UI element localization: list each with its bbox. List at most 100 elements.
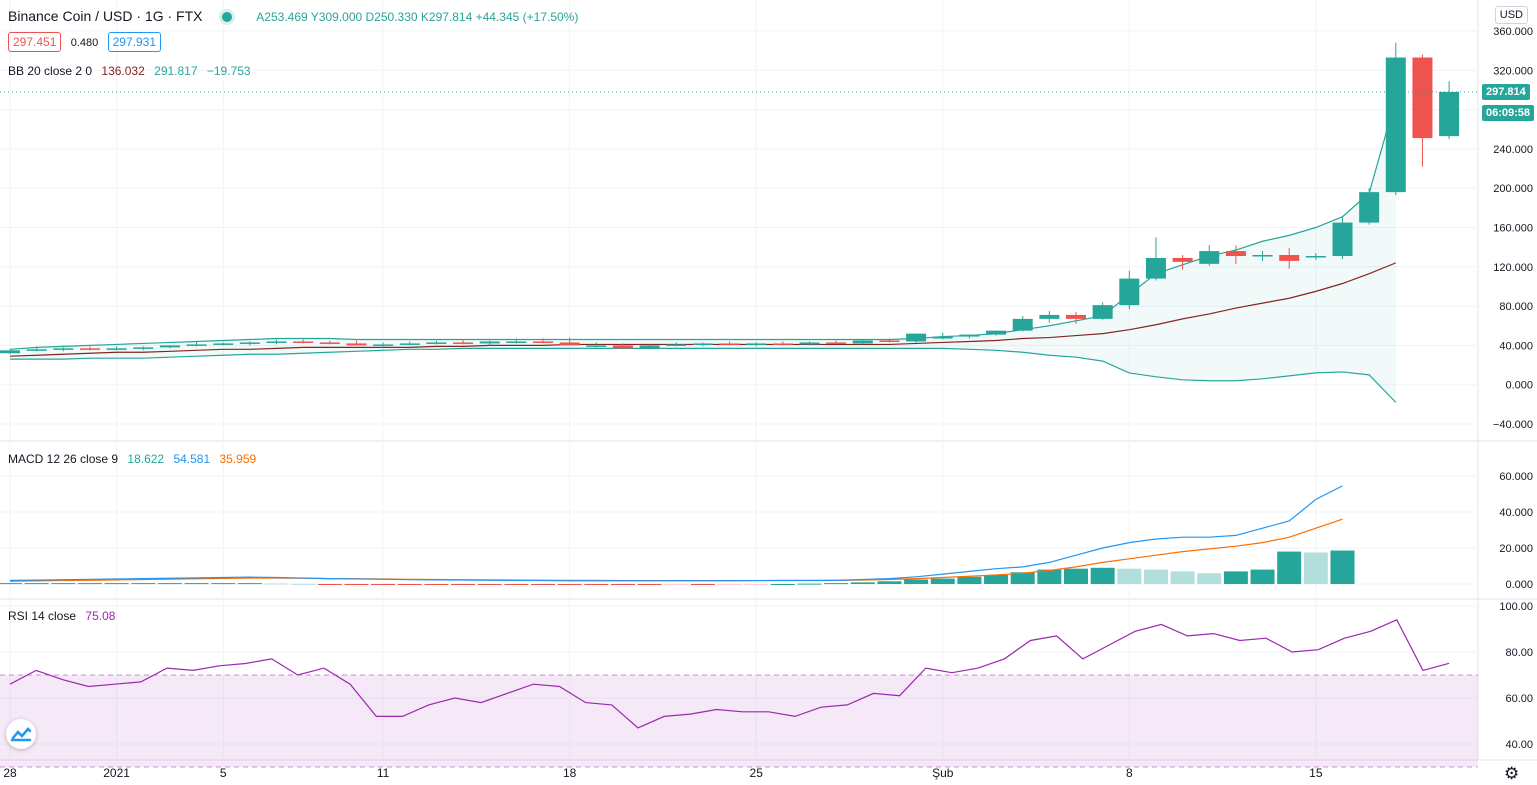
candle-body (1305, 255, 1326, 258)
price-tick-label: 360.000 (1493, 26, 1533, 38)
macd-histogram-bar (104, 583, 129, 585)
macd-histogram-bar (797, 583, 822, 585)
macd-histogram-bar (957, 576, 982, 584)
macd-histogram-bar (984, 575, 1009, 584)
macd-label: MACD 12 26 close 9 (8, 452, 119, 466)
bb-band-fill (10, 98, 1396, 403)
macd-hist-value: 18.622 (127, 452, 165, 466)
price-tick-label: 40.000 (1499, 340, 1533, 352)
candle-body (79, 348, 100, 350)
candle-body (53, 348, 74, 350)
macd-histogram-bar (291, 583, 316, 585)
macd-histogram-bar (264, 583, 289, 585)
macd-tick-label: 40.000 (1499, 507, 1533, 519)
macd-histogram-bar (877, 581, 902, 584)
candle-body (1172, 257, 1193, 262)
macd-histogram-bar (637, 584, 662, 585)
candle-body (639, 345, 660, 349)
candle-body (986, 330, 1007, 335)
candle-body (719, 343, 740, 345)
candle-body (453, 342, 474, 344)
macd-histogram-bar (850, 582, 875, 584)
ask-price[interactable]: 297.931 (107, 32, 161, 52)
time-tick-label: Şub (932, 766, 954, 780)
price-tick-label: 320.000 (1493, 65, 1533, 77)
macd-histogram-bar (531, 584, 555, 585)
currency-button[interactable]: USD (1494, 6, 1528, 24)
candle-body (586, 345, 607, 347)
candle-body (1279, 255, 1300, 261)
candle-body (373, 344, 394, 346)
macd-legend: MACD 12 26 close 9 18.622 54.581 35.959 (8, 452, 262, 466)
candle-body (1119, 278, 1140, 306)
macd-histogram-bar (690, 584, 715, 585)
price-tick-label: 120.000 (1493, 262, 1533, 274)
macd-histogram-bar (237, 583, 262, 585)
candle-body (426, 342, 447, 344)
candle-body (1066, 314, 1086, 319)
candle-body (959, 334, 980, 337)
rsi-tick-label: 60.00 (1505, 693, 1533, 705)
macd-histogram-bar (51, 583, 76, 585)
spread-value: 0.480 (70, 37, 99, 49)
candle-body (1385, 57, 1406, 193)
macd-histogram-bar (451, 584, 476, 585)
candle-body (692, 343, 713, 345)
macd-histogram-bar (824, 583, 849, 585)
macd-histogram-bar (1117, 568, 1142, 584)
candle-body (159, 345, 180, 348)
tradingview-logo[interactable] (6, 719, 36, 749)
candle-body (133, 347, 154, 349)
candle-body (559, 342, 580, 346)
candle-body (213, 343, 234, 345)
rsi-band-fill (0, 675, 1478, 767)
time-tick-label: 5 (220, 766, 227, 780)
candle-body (612, 345, 633, 349)
countdown-tag: 06:09:58 (1482, 105, 1535, 121)
bb-upper-value: 291.817 (154, 64, 198, 78)
bb-legend: BB 20 close 2 0 136.032 291.817 −19.753 (8, 64, 257, 78)
macd-histogram-bar (930, 578, 955, 584)
macd-histogram-bar (584, 584, 609, 585)
candle-body (799, 342, 820, 345)
time-tick-label: 8 (1126, 766, 1133, 780)
rsi-band (0, 674, 1478, 768)
chart-grid (0, 0, 1537, 761)
rsi-tick-label: 100.00 (1499, 601, 1533, 613)
bb-lower-line (10, 347, 1397, 403)
market-status-dot (222, 12, 233, 23)
candle-body (399, 343, 420, 345)
candle-body (772, 343, 793, 345)
macd-histogram-bar (664, 584, 689, 585)
candle-body (346, 343, 367, 346)
bid-price[interactable]: 297.451 (8, 32, 62, 52)
macd-histogram-bar (317, 584, 342, 585)
candle-body (1092, 305, 1113, 319)
time-tick-label: 2021 (103, 766, 130, 780)
macd-histogram-bar (211, 583, 236, 585)
candle-body (186, 344, 207, 346)
macd-histogram-bar (77, 583, 102, 585)
candle-body (506, 341, 527, 343)
time-tick-label: 28 (3, 766, 17, 780)
price-tick-label: 160.000 (1493, 223, 1533, 235)
macd-histogram-bar (904, 579, 929, 584)
price-tick-label: 80.000 (1499, 301, 1533, 313)
settings-gear-icon[interactable]: ⚙ (1504, 764, 1520, 783)
macd-histogram-bar (0, 583, 22, 585)
candle-body (1012, 318, 1033, 331)
rsi-value: 75.08 (85, 609, 116, 623)
macd-histogram-bar (157, 583, 182, 585)
price-tick-label: 0.000 (1505, 380, 1533, 392)
macd-histogram-bar (1170, 571, 1195, 584)
candle-body (1332, 222, 1353, 256)
tradingview-logo-icon (10, 727, 32, 742)
bid-ask-row: 297.451 0.480 297.931 (8, 32, 167, 52)
macd-tick-label: 20.000 (1499, 543, 1533, 555)
candle-body (239, 342, 260, 344)
candle-body (1252, 255, 1273, 257)
candle-body (932, 336, 953, 339)
candle-body (1199, 251, 1220, 264)
macd-tick-label: 60.000 (1499, 471, 1533, 483)
